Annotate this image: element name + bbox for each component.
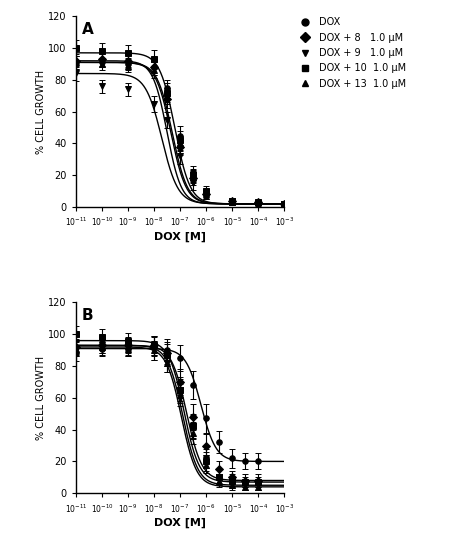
Y-axis label: % CELL GROWTH: % CELL GROWTH: [36, 69, 46, 154]
Text: A: A: [82, 22, 94, 37]
Text: B: B: [82, 308, 94, 323]
Y-axis label: % CELL GROWTH: % CELL GROWTH: [36, 356, 46, 440]
Legend: DOX, DOX + 8   1.0 μM, DOX + 9   1.0 μM, DOX + 10  1.0 μM, DOX + 13  1.0 μM: DOX, DOX + 8 1.0 μM, DOX + 9 1.0 μM, DOX…: [295, 17, 406, 89]
X-axis label: DOX [M]: DOX [M]: [154, 231, 206, 242]
X-axis label: DOX [M]: DOX [M]: [154, 518, 206, 528]
